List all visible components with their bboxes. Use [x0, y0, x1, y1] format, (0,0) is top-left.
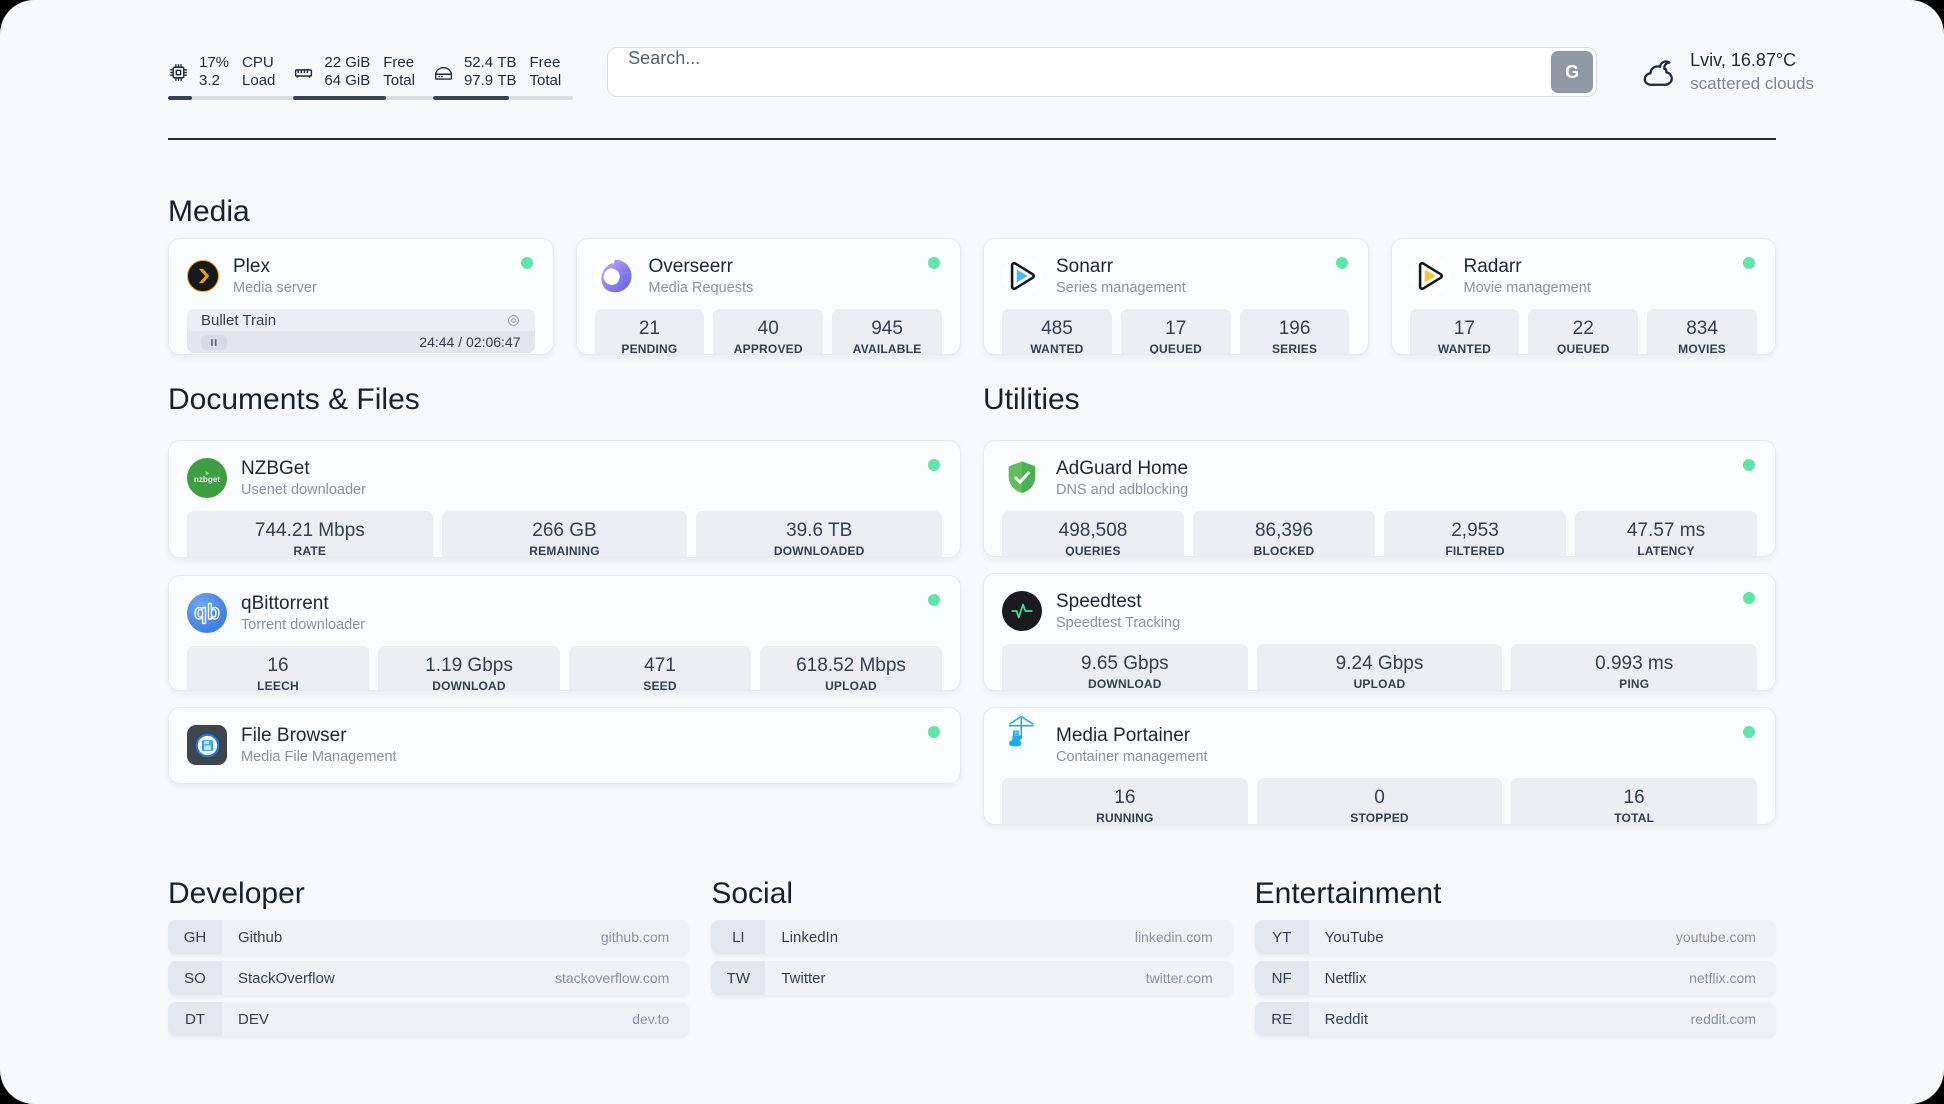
svg-text:nzbget: nzbget — [194, 475, 220, 484]
